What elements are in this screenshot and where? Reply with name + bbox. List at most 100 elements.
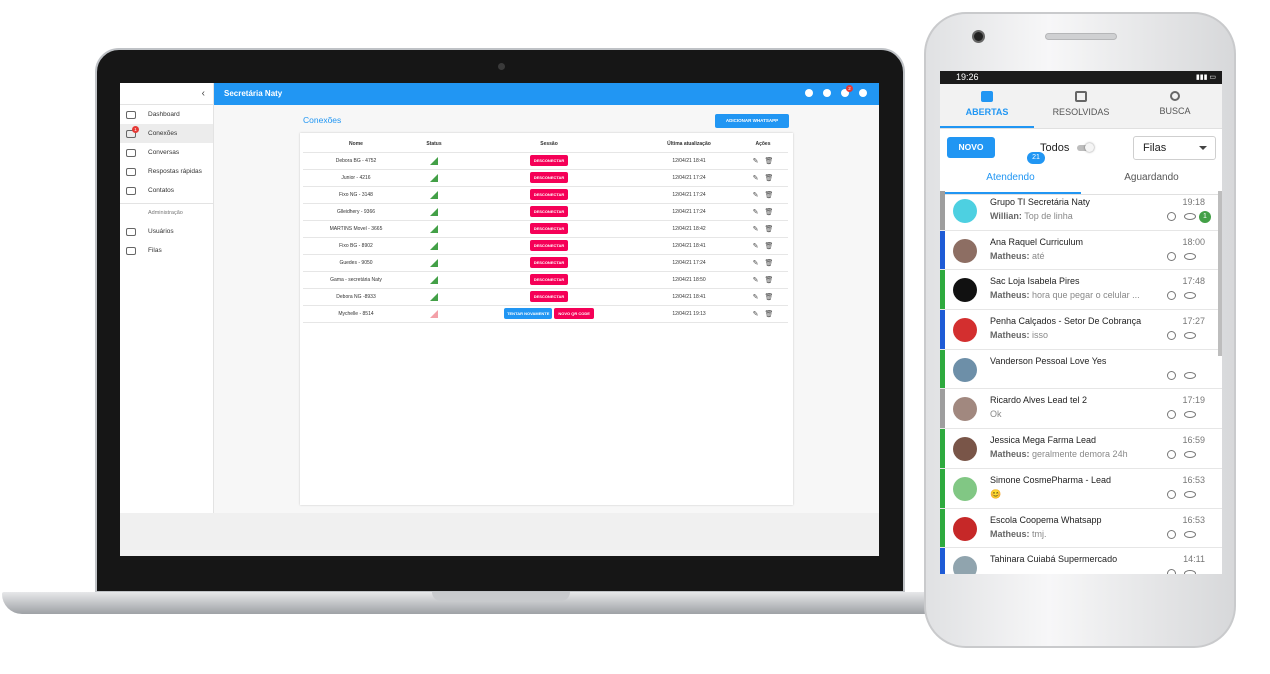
contact-name: Escola Coopema Whatsapp bbox=[990, 514, 1102, 525]
ticket-item[interactable]: Penha Calçados - Setor De Cobrança 17:27 M… bbox=[940, 310, 1222, 350]
trash-icon[interactable]: 🗑 bbox=[764, 209, 774, 216]
disconnect-button[interactable]: DESCONECTAR bbox=[529, 223, 569, 235]
tab-abertas[interactable]: ABERTAS bbox=[940, 84, 1034, 128]
edit-icon[interactable]: ✎ bbox=[752, 209, 759, 216]
avatar bbox=[953, 199, 977, 223]
last-message: Matheus: tmj. bbox=[990, 529, 1162, 539]
whatsapp-icon[interactable] bbox=[1167, 212, 1176, 221]
sidebar-item-0[interactable]: Dashboard bbox=[120, 105, 213, 124]
whatsapp-icon[interactable] bbox=[1167, 529, 1176, 539]
disconnect-button[interactable]: DESCONECTAR bbox=[529, 206, 569, 218]
disconnect-button[interactable]: DESCONECTAR bbox=[529, 189, 569, 201]
avatar bbox=[953, 476, 977, 501]
sidebar-item-2[interactable]: Conversas bbox=[120, 143, 213, 162]
trash-icon[interactable]: 🗑 bbox=[764, 294, 774, 301]
tab-atendendo[interactable]: Atendendo bbox=[940, 163, 1081, 194]
sidebar-item-1[interactable]: 1 Conexões bbox=[120, 124, 213, 143]
sidebar-item-label: Conversas bbox=[148, 149, 180, 156]
scrollbar[interactable] bbox=[1218, 191, 1222, 356]
edit-icon[interactable]: ✎ bbox=[752, 294, 759, 301]
trash-icon[interactable]: 🗑 bbox=[764, 243, 774, 250]
disconnect-button[interactable]: DESCONECTAR bbox=[529, 155, 569, 167]
message-sender: Willian: bbox=[990, 211, 1022, 221]
whatsapp-icon[interactable] bbox=[1167, 251, 1176, 261]
whatsapp-icon[interactable] bbox=[1167, 410, 1176, 420]
new-qr-code-button[interactable]: NOVO QR CODE bbox=[554, 308, 594, 320]
disconnect-button[interactable]: DESCONECTAR bbox=[529, 291, 569, 303]
whatsapp-icon[interactable] bbox=[1167, 291, 1176, 301]
whatsapp-icon[interactable] bbox=[1167, 331, 1176, 341]
whatsapp-icon[interactable] bbox=[1167, 370, 1176, 380]
eye-icon[interactable] bbox=[1184, 490, 1196, 498]
whatsapp-icon[interactable] bbox=[1167, 450, 1176, 460]
ticket-item[interactable]: Ricardo Alves Lead tel 2 17:19 Ok bbox=[940, 389, 1222, 430]
disconnect-button[interactable]: DESCONECTAR bbox=[529, 240, 569, 252]
queue-select[interactable]: Filas bbox=[1133, 136, 1216, 160]
chat-notification-icon[interactable]: 2 bbox=[841, 85, 853, 97]
ticket-item[interactable]: Tahinara Cuiabá Supermercado 14:11 bbox=[940, 548, 1222, 574]
contact-name: Sac Loja Isabela Pires bbox=[990, 276, 1080, 287]
eye-icon[interactable] bbox=[1184, 451, 1196, 459]
disconnect-button[interactable]: DESCONECTAR bbox=[529, 274, 569, 286]
edit-icon[interactable]: ✎ bbox=[752, 158, 759, 165]
message-sender: Matheus: bbox=[990, 290, 1030, 301]
last-update: 12/04/21 18:41 bbox=[672, 158, 706, 164]
ticket-queue-color-bar bbox=[940, 230, 945, 270]
sidebar-item-6[interactable]: Filas bbox=[120, 241, 213, 260]
add-whatsapp-button[interactable]: ADICIONAR WHATSAPP bbox=[715, 114, 789, 128]
ticket-item[interactable]: Ana Raquel Curriculum 18:00 Matheus: até bbox=[940, 230, 1222, 271]
disconnect-button[interactable]: DESCONECTAR bbox=[529, 257, 569, 269]
trash-icon[interactable]: 🗑 bbox=[764, 192, 774, 199]
sidebar-item-4[interactable]: Contatos bbox=[120, 181, 213, 200]
sidebar-item-5[interactable]: Usuários bbox=[120, 222, 213, 241]
eye-icon[interactable] bbox=[1184, 570, 1196, 574]
ticket-item[interactable]: Vanderson Pessoal Love Yes bbox=[940, 349, 1222, 390]
eye-icon[interactable] bbox=[1184, 332, 1196, 340]
ticket-item[interactable]: Sac Loja Isabela Pires 17:48 Matheus: hora… bbox=[940, 270, 1222, 311]
contact-name: Ricardo Alves Lead tel 2 bbox=[990, 395, 1088, 406]
trash-icon[interactable]: 🗑 bbox=[764, 175, 774, 182]
header-status: Status bbox=[426, 141, 442, 147]
edit-icon[interactable]: ✎ bbox=[752, 226, 759, 233]
chevron-left-icon[interactable]: ‹ bbox=[201, 88, 205, 99]
ticket-item[interactable]: Escola Coopema Whatsapp 16:53 Matheus: tmj… bbox=[940, 508, 1222, 549]
edit-icon[interactable]: ✎ bbox=[752, 192, 759, 199]
search-icon bbox=[1170, 91, 1180, 101]
edit-icon[interactable]: ✎ bbox=[752, 243, 759, 250]
laptop-base bbox=[2, 592, 998, 614]
whatsapp-icon[interactable] bbox=[1167, 489, 1176, 499]
trash-icon[interactable]: 🗑 bbox=[764, 260, 774, 267]
edit-icon[interactable]: ✎ bbox=[752, 260, 759, 267]
new-ticket-button[interactable]: NOVO bbox=[947, 137, 995, 158]
ticket-time: 14:11 bbox=[1183, 554, 1205, 565]
edit-icon[interactable]: ✎ bbox=[752, 277, 759, 284]
eye-icon[interactable] bbox=[1184, 411, 1196, 419]
tab-busca[interactable]: BUSCA bbox=[1128, 84, 1222, 128]
tab-aguardando[interactable]: Aguardando bbox=[1081, 163, 1222, 194]
trash-icon[interactable]: 🗑 bbox=[764, 311, 774, 318]
bell-icon[interactable] bbox=[823, 89, 831, 97]
whatsapp-icon[interactable] bbox=[1167, 569, 1176, 574]
tab-resolvidas[interactable]: RESOLVIDAS bbox=[1034, 84, 1128, 128]
eye-icon[interactable] bbox=[1184, 252, 1196, 260]
eye-icon[interactable] bbox=[1184, 530, 1196, 538]
session-cell: DESCONECTAR bbox=[459, 255, 639, 272]
show-all-toggle[interactable] bbox=[1077, 143, 1094, 152]
sidebar-item-3[interactable]: Respostas rápidas bbox=[120, 162, 213, 181]
eye-icon[interactable] bbox=[1184, 371, 1196, 379]
disconnect-button[interactable]: DESCONECTAR bbox=[529, 172, 569, 184]
edit-icon[interactable]: ✎ bbox=[752, 175, 759, 182]
account-icon[interactable] bbox=[859, 89, 867, 97]
ticket-item[interactable]: Grupo TI Secretária Naty 19:18 Willian: To… bbox=[940, 191, 1222, 231]
retry-button[interactable]: TENTAR NOVAMENTE bbox=[504, 308, 553, 320]
status-time: 19:26 bbox=[956, 72, 979, 82]
trash-icon[interactable]: 🗑 bbox=[764, 277, 774, 284]
eye-icon[interactable] bbox=[1184, 213, 1196, 220]
trash-icon[interactable]: 🗑 bbox=[764, 226, 774, 233]
ticket-item[interactable]: Simone CosmePharma - Lead 16:53 😊 bbox=[940, 468, 1222, 509]
edit-icon[interactable]: ✎ bbox=[752, 311, 759, 318]
trash-icon[interactable]: 🗑 bbox=[764, 158, 774, 165]
theme-toggle-icon[interactable] bbox=[805, 89, 813, 97]
ticket-item[interactable]: Jessica Mega Farma Lead 16:59 Matheus: ger… bbox=[940, 429, 1222, 469]
eye-icon[interactable] bbox=[1184, 292, 1196, 300]
